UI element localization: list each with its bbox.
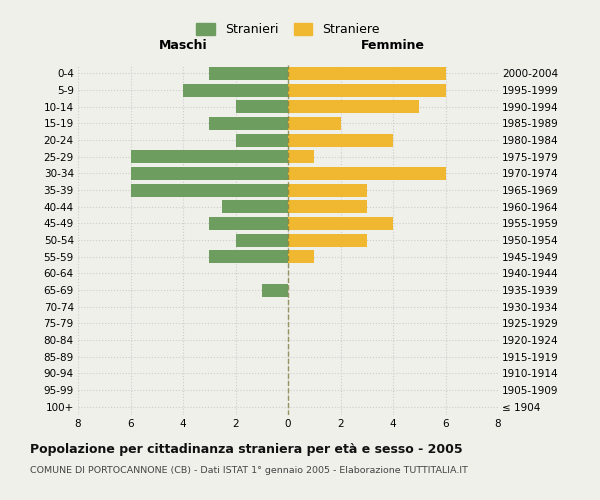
Bar	[209, 67, 288, 80]
Bar	[288, 167, 445, 180]
Bar	[223, 200, 288, 213]
Bar	[130, 184, 288, 196]
Bar	[209, 117, 288, 130]
Bar	[183, 84, 288, 96]
Bar	[288, 234, 367, 246]
Bar	[235, 234, 288, 246]
Bar	[288, 67, 445, 80]
Bar	[209, 217, 288, 230]
Text: Femmine: Femmine	[361, 38, 425, 52]
Bar	[288, 250, 314, 263]
Y-axis label: Anni di nascita: Anni di nascita	[599, 196, 600, 284]
Text: COMUNE DI PORTOCANNONE (CB) - Dati ISTAT 1° gennaio 2005 - Elaborazione TUTTITAL: COMUNE DI PORTOCANNONE (CB) - Dati ISTAT…	[30, 466, 468, 475]
Legend: Stranieri, Straniere: Stranieri, Straniere	[190, 17, 386, 42]
Bar	[288, 184, 367, 196]
Bar	[130, 167, 288, 180]
Bar	[288, 100, 419, 113]
Bar	[262, 284, 288, 296]
Y-axis label: Fasce di età: Fasce di età	[0, 205, 2, 275]
Bar	[288, 150, 314, 163]
Text: Maschi: Maschi	[158, 38, 208, 52]
Bar	[130, 150, 288, 163]
Text: Popolazione per cittadinanza straniera per età e sesso - 2005: Popolazione per cittadinanza straniera p…	[30, 442, 463, 456]
Bar	[235, 100, 288, 113]
Bar	[288, 217, 393, 230]
Bar	[288, 117, 341, 130]
Bar	[235, 134, 288, 146]
Bar	[288, 200, 367, 213]
Bar	[288, 84, 445, 96]
Bar	[209, 250, 288, 263]
Bar	[288, 134, 393, 146]
